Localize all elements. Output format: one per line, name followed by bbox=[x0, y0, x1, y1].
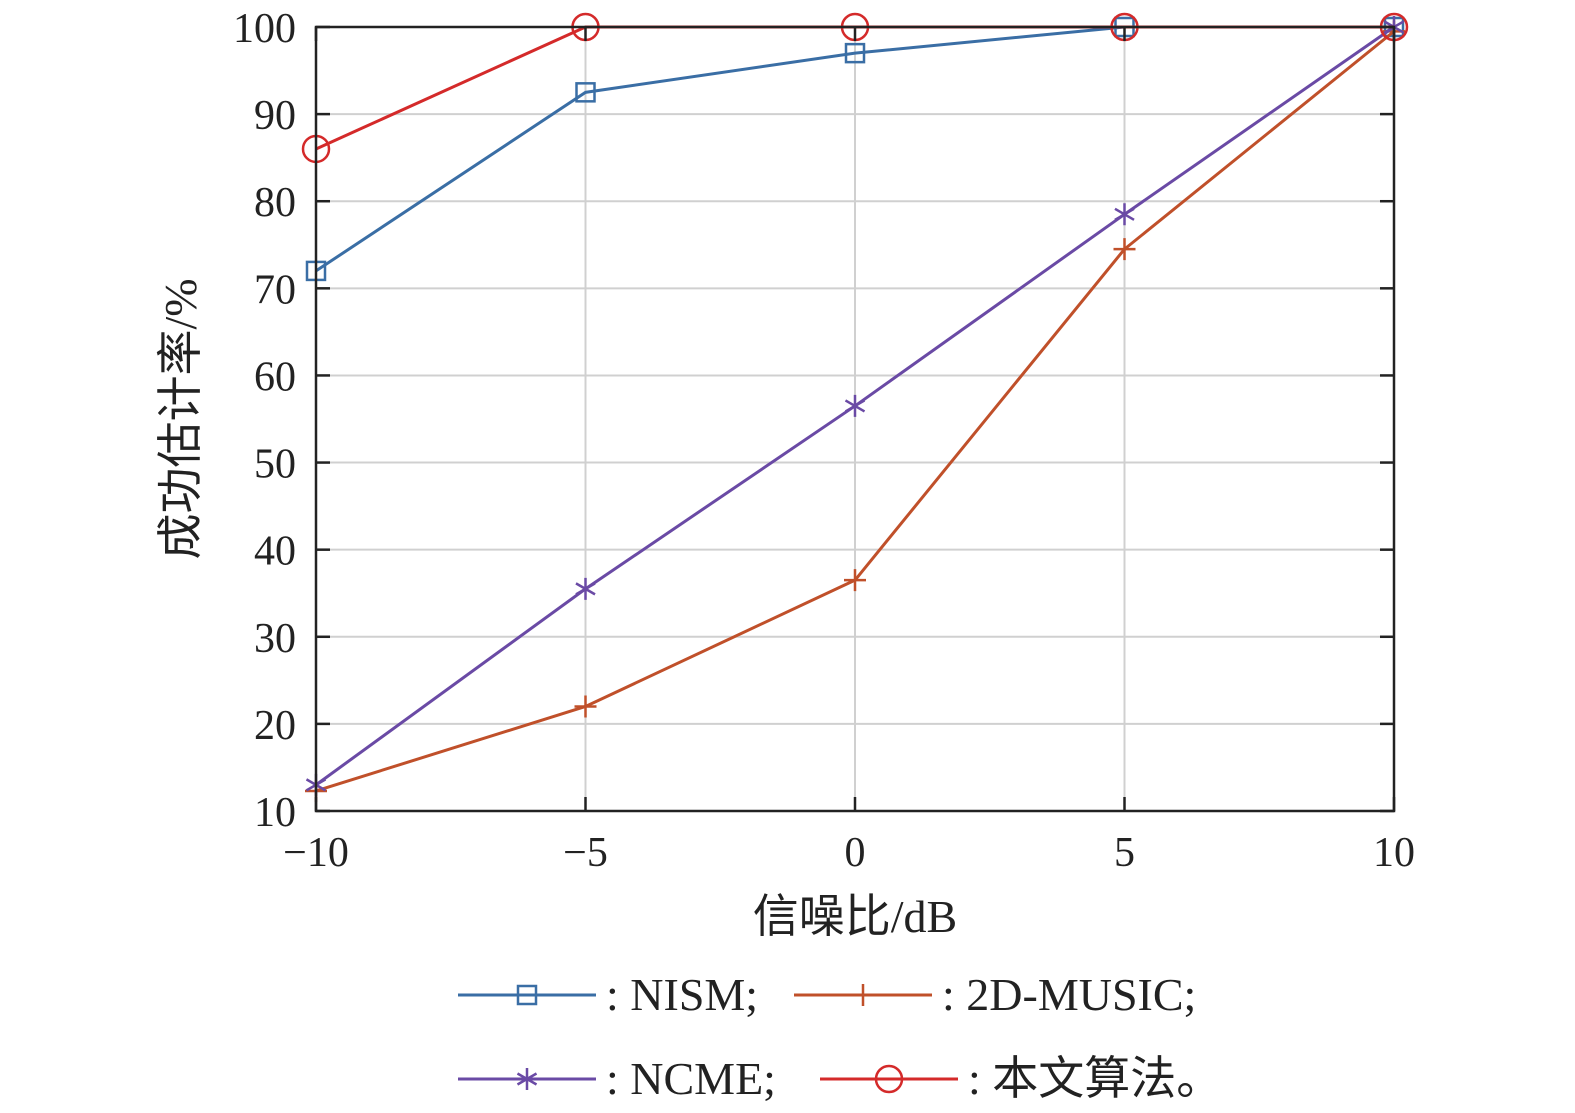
legend-label: : NCME; bbox=[606, 1053, 776, 1104]
legend-label: : NISM; bbox=[606, 969, 758, 1020]
x-axis-title: 信噪比/dB bbox=[753, 891, 957, 942]
legend-item-1: : 2D-MUSIC; bbox=[794, 969, 1196, 1020]
axis-ticks: −10 −5 0 5 10 10 20 30 40 50 60 70 80 90 100 bbox=[233, 6, 1415, 876]
series-2 bbox=[305, 16, 1405, 796]
data-point bbox=[844, 394, 866, 417]
grid bbox=[315, 26, 1395, 812]
data-point bbox=[575, 82, 596, 103]
y-tick-label: 20 bbox=[254, 703, 296, 749]
y-tick-label: 80 bbox=[254, 180, 296, 226]
x-tick-label: −5 bbox=[563, 830, 608, 876]
legend-item-0: : NISM; bbox=[458, 969, 758, 1020]
data-point bbox=[844, 42, 866, 64]
legend-marker bbox=[516, 984, 538, 1006]
y-tick-label: 60 bbox=[254, 354, 296, 400]
x-tick-label: 0 bbox=[845, 830, 866, 876]
legend-label: : 本文算法。 bbox=[968, 1053, 1222, 1104]
x-tick-label: 5 bbox=[1114, 830, 1135, 876]
y-axis-title: 成功估计率/% bbox=[155, 278, 206, 559]
x-tick-label: −10 bbox=[283, 830, 349, 876]
legend: : NISM; : 2D-MUSIC; : NCME; : 本文算法。 bbox=[458, 969, 1222, 1104]
y-tick-label: 70 bbox=[254, 267, 296, 313]
data-point bbox=[1113, 238, 1136, 261]
y-tick-label: 100 bbox=[233, 6, 296, 52]
data-point bbox=[1114, 203, 1135, 226]
legend-marker bbox=[516, 1068, 538, 1090]
y-tick-label: 40 bbox=[254, 529, 296, 575]
legend-marker bbox=[852, 984, 874, 1006]
data-point bbox=[574, 695, 597, 718]
y-tick-label: 50 bbox=[254, 442, 296, 488]
data-point bbox=[575, 577, 596, 600]
legend-item-2: : NCME; bbox=[458, 1053, 776, 1104]
y-tick-label: 90 bbox=[254, 93, 296, 139]
legend-marker bbox=[874, 1064, 904, 1094]
legend-label: : 2D-MUSIC; bbox=[942, 969, 1196, 1020]
y-tick-label: 30 bbox=[254, 616, 296, 662]
y-tick-label: 10 bbox=[254, 790, 296, 836]
x-tick-label: 10 bbox=[1373, 830, 1415, 876]
data-point bbox=[844, 569, 866, 592]
legend-item-3: : 本文算法。 bbox=[820, 1053, 1222, 1104]
